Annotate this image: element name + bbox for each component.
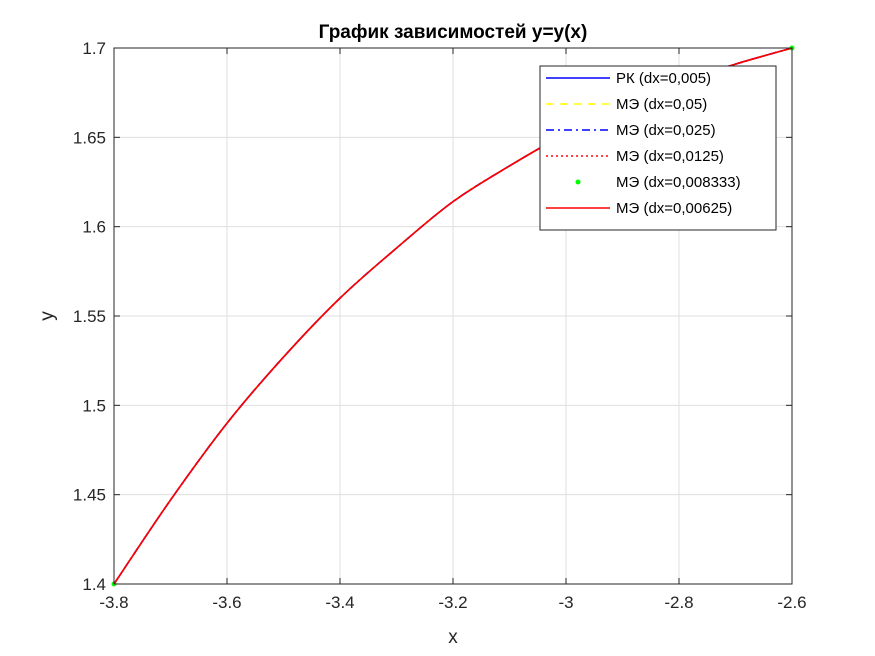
x-tick-label: -3 [558, 593, 573, 612]
legend-swatch [575, 179, 581, 185]
x-tick-label: -3.6 [212, 593, 241, 612]
x-axis-label: x [448, 627, 458, 648]
y-tick-label: 1.4 [82, 575, 106, 594]
legend-entry-label: МЭ (dx=0,008333) [616, 174, 741, 191]
y-tick-label: 1.6 [82, 218, 106, 237]
legend-entry-label: РК (dx=0,005) [616, 70, 711, 87]
legend-box [539, 65, 777, 231]
chart-title: График зависимостей y=y(x) [319, 22, 588, 43]
x-tick-label: -3.4 [325, 593, 354, 612]
y-axis-label: y [37, 311, 58, 321]
y-tick-label: 1.7 [82, 39, 106, 58]
x-tick-label: -2.8 [664, 593, 693, 612]
x-tick-label: -2.6 [777, 593, 806, 612]
y-tick-label: 1.65 [73, 128, 106, 147]
legend-entry-label: МЭ (dx=0,025) [616, 122, 716, 139]
legend-entry-label: МЭ (dx=0,05) [616, 96, 707, 113]
ticks: -3.8 -3.6 -3.4 -3.2 -3 -2.8 -2.6 1.4 1.45 1.5 1.55… [73, 39, 807, 612]
legend-entry-label: МЭ (dx=0,0125) [616, 148, 724, 165]
y-tick-label: 1.55 [73, 307, 106, 326]
y-tick-label: 1.45 [73, 486, 106, 505]
y-tick-label: 1.5 [82, 396, 106, 415]
x-tick-label: -3.8 [99, 593, 128, 612]
x-tick-label: -3.2 [438, 593, 467, 612]
legend[interactable]: РК (dx=0,005) МЭ (dx=0,05) МЭ (dx=0,025) МЭ… [539, 65, 777, 231]
legend-entry-label: МЭ (dx=0,00625) [616, 200, 732, 217]
